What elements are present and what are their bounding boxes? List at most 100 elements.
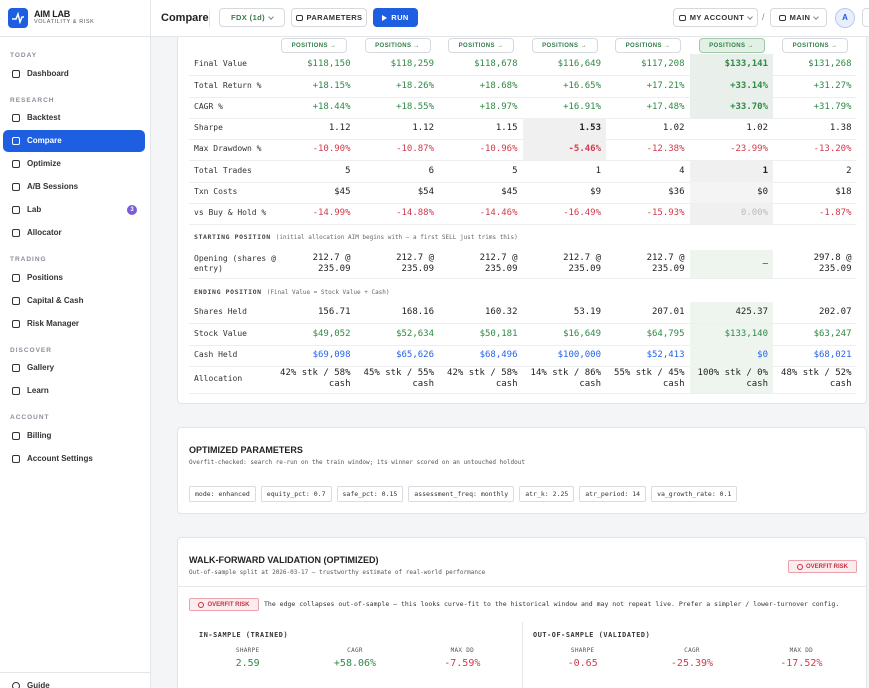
run-button[interactable]: RUN xyxy=(373,8,418,27)
icon xyxy=(12,387,20,395)
nav-item[interactable]: Billing xyxy=(3,425,145,447)
positions-button[interactable]: POSITIONS → xyxy=(364,38,431,53)
parameters-label: PARAMETERS xyxy=(306,13,363,22)
positions-button[interactable]: POSITIONS → xyxy=(531,38,598,53)
cell: 14% stk / 86% cash xyxy=(523,366,607,393)
risk-badge: OVERFIT RISK xyxy=(788,560,857,573)
nav-item[interactable]: Guide xyxy=(3,676,145,688)
cell-value: +18.55% xyxy=(396,101,434,112)
cell: $118,150 xyxy=(272,54,356,75)
section-note: (Final Value = Stock Value + Cash) xyxy=(266,289,390,296)
cell: $116,649 xyxy=(523,54,607,75)
cell: 425.37 xyxy=(689,301,773,323)
cell: 0.00% xyxy=(689,202,773,224)
cell-value: 425.37 xyxy=(735,306,768,317)
nav-label: Billing xyxy=(27,430,52,440)
account-button[interactable]: MY ACCOUNT xyxy=(673,8,758,27)
row-label: Cash Held xyxy=(194,350,238,359)
nav-item[interactable]: Gallery xyxy=(3,357,145,379)
cell-value: $133,141 xyxy=(724,58,768,69)
warn-icon xyxy=(198,601,205,608)
cell-value: 5 xyxy=(512,165,518,176)
nav-item[interactable]: Capital & Cash xyxy=(3,290,145,312)
metrics: SHARPE 2.59 CAGR +58.06% MAX DD -7.59% xyxy=(194,647,516,669)
section-heading: STARTING POSITION (initial allocation AIM… xyxy=(194,233,518,241)
cell: $36 xyxy=(606,182,690,203)
cell: $69,098 xyxy=(272,345,356,366)
panel-divider xyxy=(522,622,523,688)
row-line xyxy=(189,365,856,367)
nav-item[interactable]: Learn xyxy=(3,380,145,402)
positions-button[interactable]: POSITIONS → xyxy=(782,38,848,53)
metric-label: MAX DD xyxy=(789,647,814,654)
cell: 168.16 xyxy=(356,302,440,323)
icon xyxy=(678,14,686,21)
nav-label: Guide xyxy=(27,681,50,688)
cell-value: $100,000 xyxy=(557,349,601,360)
cell: 42% stk / 58% cash xyxy=(439,366,523,393)
cell: $133,141 xyxy=(689,53,773,75)
nav-label: Risk Manager xyxy=(27,318,80,328)
metric: CAGR +58.06% xyxy=(301,647,408,669)
sidebar: AIM LAB VOLATILITY & RISK TODAY Dashboard RE… xyxy=(0,0,151,688)
cell-value: 212.7 @ 235.09 xyxy=(479,253,518,274)
cell-value: 207.01 xyxy=(651,306,685,317)
cell-value: $52,413 xyxy=(646,349,685,360)
nav-label: Gallery xyxy=(27,363,55,372)
parameters-button[interactable]: PARAMETERS xyxy=(291,8,367,27)
cell: $45 xyxy=(272,182,356,203)
panel-title: IN-SAMPLE (TRAINED) xyxy=(199,631,289,639)
metrics: SHARPE -0.65 CAGR -25.39% MAX DD -17.52% xyxy=(528,647,856,669)
row-label: Allocation xyxy=(194,374,243,383)
positions-button[interactable]: POSITIONS → xyxy=(698,38,765,53)
nav-item[interactable]: Account Settings xyxy=(3,448,145,470)
metric-value: -17.52% xyxy=(780,658,823,669)
cell: -5.46% xyxy=(522,138,606,160)
cell-value: +18.68% xyxy=(479,80,518,91)
positions-button[interactable]: POSITIONS → xyxy=(281,38,347,53)
cell: 55% stk / 45% cash xyxy=(606,366,690,393)
row-line xyxy=(189,223,856,225)
cell-value: -14.99% xyxy=(312,207,351,218)
nav-item[interactable]: Risk Manager xyxy=(3,313,145,335)
nav-item[interactable]: Allocator xyxy=(3,222,145,244)
brand-tagline: VOLATILITY & RISK xyxy=(34,19,95,25)
cell: +18.44% xyxy=(272,97,356,118)
positions-button[interactable]: POSITIONS → xyxy=(615,38,681,53)
nav-item[interactable]: Backtest xyxy=(3,107,145,129)
icon xyxy=(295,14,303,21)
nav-item[interactable]: Positions xyxy=(3,267,145,289)
cell: 100% stk / 0% cash xyxy=(689,365,773,393)
icon xyxy=(12,431,20,440)
nav-item[interactable]: Optimize xyxy=(3,153,145,175)
row-label: Shares Held xyxy=(194,307,247,316)
cell: 2 xyxy=(773,161,857,182)
symbol-select[interactable]: FDX (1d) xyxy=(219,8,285,27)
cell-value: 212.7 @ 235.09 xyxy=(312,253,351,274)
card-title: OPTIMIZED PARAMETERS xyxy=(189,445,303,455)
branch-button[interactable]: MAIN xyxy=(770,8,827,27)
nav-item[interactable]: Compare xyxy=(3,130,145,152)
avatar[interactable]: A xyxy=(835,8,855,28)
cell-value: 100% stk / 0% cash xyxy=(697,368,768,389)
edge-button[interactable] xyxy=(862,8,869,27)
nav-item[interactable]: A/B Sessions xyxy=(3,176,145,198)
nav-item[interactable]: Lab 3 xyxy=(3,199,145,221)
metric-value: -0.65 xyxy=(567,658,598,669)
positions-button[interactable]: POSITIONS → xyxy=(448,38,514,53)
nav-item[interactable]: Dashboard xyxy=(3,63,145,85)
section-note: (initial allocation AIM begins with — a … xyxy=(275,234,518,241)
cell: 212.7 @ 235.09 xyxy=(439,250,523,278)
nav-label: A/B Sessions xyxy=(27,182,79,191)
row-label: Final Value xyxy=(194,59,247,68)
metric: MAX DD -7.59% xyxy=(409,647,516,669)
cell-value: $118,150 xyxy=(307,58,351,69)
cell-value: -10.90% xyxy=(312,143,351,154)
param-chip: va_growth_rate: 0.1 xyxy=(651,486,738,502)
row-label: Opening (shares @ entry) xyxy=(194,254,276,273)
cell-value: 1.12 xyxy=(328,122,351,133)
topbar: Compare FDX (1d) PARAMETERS RUN MY ACCOUNT / M… xyxy=(151,0,869,37)
warn-icon xyxy=(796,563,803,570)
cell-value: $133,140 xyxy=(724,328,768,339)
nav-label: Positions xyxy=(27,272,64,282)
